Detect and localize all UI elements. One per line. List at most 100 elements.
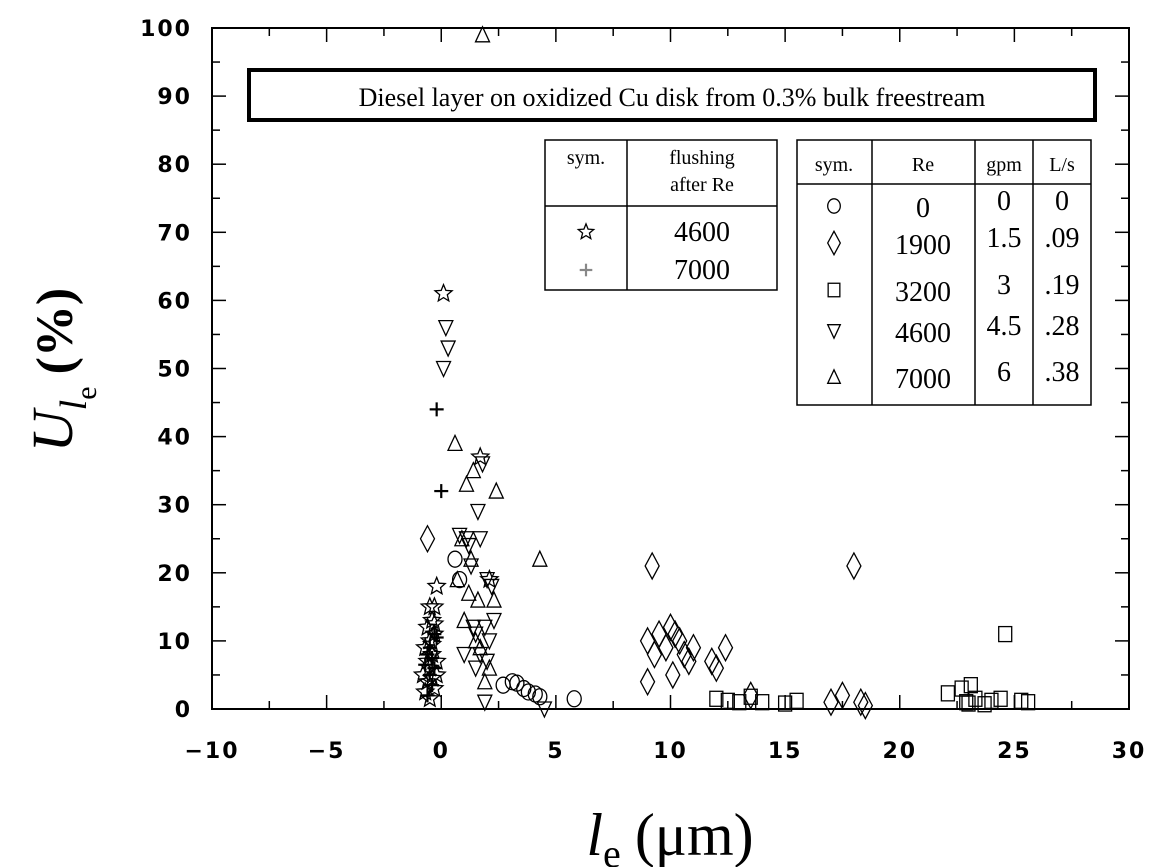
y-tick-label: 20 bbox=[157, 562, 192, 587]
data-point-triangle-down bbox=[536, 701, 553, 719]
data-point-diamond bbox=[834, 681, 851, 710]
data-point-triangle-up bbox=[481, 658, 498, 676]
data-point-diamond bbox=[665, 660, 681, 690]
data-point-plus bbox=[425, 678, 440, 693]
legend-reynolds-ls: .38 bbox=[1045, 357, 1080, 388]
data-point-triangle-down bbox=[467, 660, 484, 678]
data-point-square bbox=[755, 694, 770, 711]
data-point-triangle-down bbox=[469, 503, 486, 522]
legend-reynolds-re: 3200 bbox=[895, 277, 951, 308]
data-point-plus bbox=[418, 657, 433, 672]
legend-reynolds-header-ls: L/s bbox=[1049, 154, 1075, 176]
data-point-diamond bbox=[685, 633, 702, 663]
data-point-triangle-up bbox=[446, 433, 464, 452]
data-point-square bbox=[954, 680, 969, 697]
data-point-diamond bbox=[671, 626, 688, 656]
legend-flushing-symbol-star bbox=[576, 222, 596, 241]
series-plus bbox=[418, 402, 449, 703]
y-tick-label: 70 bbox=[157, 221, 192, 246]
data-point-triangle-up bbox=[474, 25, 491, 43]
data-points bbox=[412, 25, 1036, 720]
data-point-triangle-up bbox=[456, 610, 473, 629]
data-point-triangle-down bbox=[435, 360, 452, 379]
y-axis-label-unit: (%) bbox=[27, 288, 84, 375]
data-point-triangle-down bbox=[476, 694, 493, 712]
data-point-plus bbox=[429, 630, 444, 645]
data-point-star bbox=[426, 575, 447, 596]
x-axis-label: le (μm) bbox=[586, 802, 753, 867]
data-point-triangle-up bbox=[469, 590, 486, 608]
data-point-square bbox=[732, 694, 747, 711]
data-point-triangle-up bbox=[453, 529, 470, 547]
data-point-square bbox=[998, 625, 1013, 643]
data-point-diamond bbox=[704, 646, 720, 676]
data-point-circle bbox=[447, 550, 463, 568]
series-triangle-down bbox=[435, 319, 553, 719]
data-point-diamond bbox=[857, 691, 874, 720]
legend-flushing-re: 7000 bbox=[674, 255, 730, 286]
data-point-triangle-up bbox=[460, 583, 477, 601]
legend-reynolds-gpm: 1.5 bbox=[987, 223, 1022, 254]
y-tick-label: 90 bbox=[157, 85, 192, 110]
legend-reynolds-symbol-circle bbox=[827, 198, 841, 214]
data-point-square bbox=[777, 695, 793, 712]
x-tick-label: −10 bbox=[184, 739, 239, 764]
x-axis-label-unit: (μm) bbox=[635, 802, 754, 867]
legend-reynolds: sym. Re gpm L/s 0 0 0 1900 1.5 .09 3200 3 .19 460… bbox=[796, 139, 1092, 406]
data-point-square bbox=[709, 690, 724, 707]
legend-reynolds-gpm: 4.5 bbox=[987, 311, 1022, 342]
data-point-triangle-up bbox=[463, 549, 480, 567]
data-point-plus bbox=[422, 640, 437, 655]
data-point-diamond bbox=[667, 619, 683, 649]
data-point-star bbox=[419, 596, 440, 616]
x-axis-ticks: −10 −5 0 5 10 15 20 25 30 bbox=[184, 28, 1144, 764]
series-circle bbox=[447, 550, 582, 708]
data-point-triangle-up bbox=[449, 570, 466, 588]
data-point-circle bbox=[532, 688, 548, 706]
data-point-triangle-down bbox=[481, 633, 498, 651]
y-tick-label: 50 bbox=[157, 358, 192, 383]
data-point-triangle-down bbox=[474, 456, 491, 474]
data-point-plus bbox=[427, 627, 442, 642]
data-point-triangle-up bbox=[488, 481, 505, 499]
data-point-diamond bbox=[658, 633, 674, 663]
data-point-triangle-down bbox=[479, 571, 496, 590]
data-point-diamond bbox=[639, 626, 656, 656]
legend-reynolds-header-sym: sym. bbox=[815, 154, 853, 176]
data-point-plus bbox=[425, 650, 440, 665]
legend-reynolds-re: 7000 bbox=[895, 364, 951, 395]
data-point-diamond bbox=[717, 633, 734, 663]
x-tick-label: 15 bbox=[768, 739, 803, 764]
data-point-triangle-up bbox=[467, 631, 484, 649]
legend-flushing-box bbox=[544, 139, 778, 291]
data-point-plus bbox=[434, 484, 449, 499]
data-point-triangle-up bbox=[476, 672, 493, 690]
series-square bbox=[709, 625, 1036, 713]
data-point-triangle-up bbox=[472, 638, 489, 656]
legend-flushing-header-sym: sym. bbox=[567, 147, 605, 169]
data-point-diamond bbox=[662, 612, 679, 642]
data-point-square bbox=[993, 690, 1008, 707]
data-point-square bbox=[789, 692, 804, 709]
data-point-triangle-up bbox=[465, 461, 482, 479]
data-point-star bbox=[470, 446, 491, 466]
x-axis-label-sub: e bbox=[603, 831, 621, 867]
data-point-square bbox=[743, 688, 758, 705]
data-point-diamond bbox=[742, 681, 759, 710]
x-tick-label: 25 bbox=[997, 739, 1032, 764]
data-point-square bbox=[984, 692, 999, 709]
data-point-diamond bbox=[708, 653, 725, 683]
svg-text:Ule(%): Ule (%) bbox=[20, 288, 103, 452]
data-point-circle bbox=[566, 690, 582, 708]
legend-reynolds-re: 1900 bbox=[895, 230, 951, 261]
data-point-triangle-down bbox=[485, 612, 502, 631]
data-point-square bbox=[959, 694, 974, 711]
legend-reynolds-re: 0 bbox=[916, 193, 930, 224]
chart-title: Diesel layer on oxidized Cu disk from 0.… bbox=[359, 83, 986, 112]
legend-reynolds-header-re: Re bbox=[912, 154, 934, 176]
legend-reynolds-symbol-square bbox=[827, 282, 841, 298]
y-tick-label: 30 bbox=[157, 494, 192, 519]
data-point-triangle-down bbox=[472, 531, 489, 549]
data-point-triangle-down bbox=[476, 619, 493, 637]
data-point-square bbox=[963, 677, 978, 694]
